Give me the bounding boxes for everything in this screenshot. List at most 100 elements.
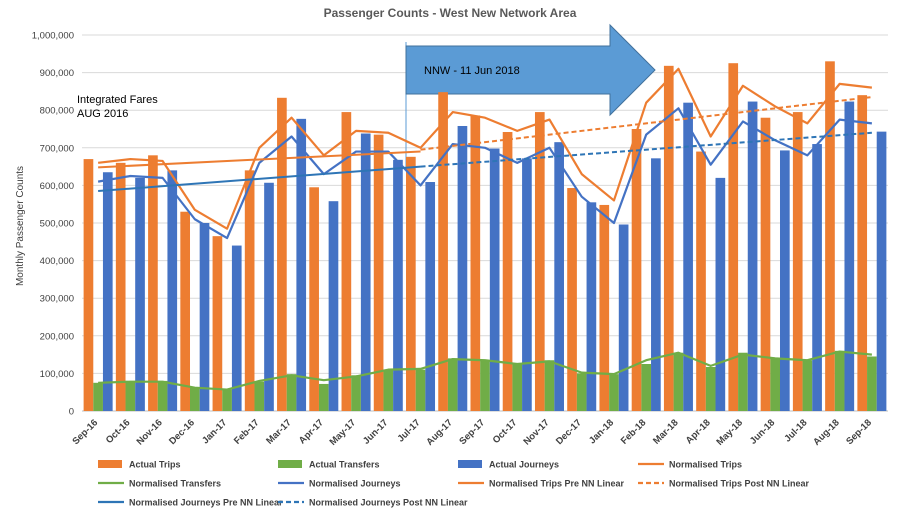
bar-actual-transfers bbox=[834, 350, 845, 411]
x-tick-label: Aug-17 bbox=[424, 417, 455, 448]
legend-label: Normalised Trips Pre NN Linear bbox=[489, 479, 625, 489]
bar-actual-trips bbox=[83, 159, 94, 411]
bar-actual-transfers bbox=[609, 374, 619, 411]
x-tick-label: Nov-17 bbox=[521, 417, 551, 447]
bar-actual-trips bbox=[438, 92, 448, 411]
x-tick-label: Sep-18 bbox=[844, 417, 874, 447]
bar-actual-journeys bbox=[747, 101, 758, 411]
bar-actual-journeys bbox=[844, 101, 855, 411]
bar-actual-trips bbox=[728, 63, 739, 411]
bar-actual-trips bbox=[309, 187, 319, 411]
y-axis-ticks: 0 100,000 200,000 300,000 400,000 500,000 600,… bbox=[32, 31, 74, 418]
bar-actual-trips bbox=[341, 112, 352, 411]
line-normalised-journeys bbox=[97, 107, 873, 240]
y-tick-label: 300,000 bbox=[40, 294, 74, 305]
bar-actual-transfers bbox=[222, 389, 232, 411]
x-tick-label: Aug-18 bbox=[811, 417, 842, 448]
bar-actual-trips bbox=[277, 97, 287, 412]
x-tick-label: May-18 bbox=[714, 417, 745, 448]
bar-actual-transfers bbox=[93, 382, 103, 411]
bar-actual-transfers bbox=[351, 375, 361, 411]
bar-actual-transfers bbox=[480, 360, 490, 411]
x-tick-label: Jan-18 bbox=[587, 417, 616, 446]
bar-actual-transfers bbox=[738, 352, 748, 411]
integrated-fares-text: AUG 2016 bbox=[77, 108, 128, 120]
legend-swatch bbox=[278, 460, 302, 468]
legend-swatch bbox=[458, 460, 482, 468]
x-tick-label: Jun-17 bbox=[361, 417, 390, 446]
bar-actual-transfers bbox=[447, 358, 458, 411]
bar-actual-journeys bbox=[618, 224, 629, 411]
bar-actual-transfers bbox=[673, 352, 684, 411]
bar-actual-transfers bbox=[125, 380, 136, 411]
x-tick-label: Feb-17 bbox=[232, 417, 261, 446]
bar-actual-trips bbox=[470, 115, 481, 412]
bar-actual-transfers bbox=[383, 369, 394, 411]
bar-actual-journeys bbox=[715, 177, 726, 411]
trend-normalised-journeys-pre-nn-linear bbox=[98, 165, 421, 193]
bar-actual-journeys bbox=[102, 172, 113, 411]
bar-actual-trips bbox=[792, 112, 803, 411]
bar-actual-transfers bbox=[770, 358, 780, 411]
legend-label: Normalised Journeys Pre NN Linear bbox=[129, 498, 283, 508]
legend-item: Normalised Journeys Post NN Linear bbox=[278, 498, 468, 508]
bar-actual-journeys bbox=[651, 158, 661, 411]
trend-normalised-journeys-post-nn-linear bbox=[420, 131, 872, 168]
x-tick-label: Jul-17 bbox=[395, 417, 422, 444]
bar-actual-journeys bbox=[683, 102, 693, 412]
x-tick-label: Oct-17 bbox=[491, 417, 520, 446]
bar-actual-journeys bbox=[167, 170, 178, 411]
bar-actual-trips bbox=[373, 134, 384, 411]
y-tick-label: 500,000 bbox=[40, 219, 74, 230]
legend-swatch bbox=[98, 460, 122, 468]
legend-item: Normalised Trips bbox=[638, 460, 742, 470]
lines bbox=[97, 67, 873, 391]
bar-actual-trips bbox=[502, 132, 513, 411]
bar-actual-journeys bbox=[296, 118, 307, 412]
legend-item: Actual Trips bbox=[98, 460, 181, 470]
integrated-fares-annotation: Integrated Fares AUG 2016 bbox=[77, 94, 158, 120]
x-tick-label: Apr-18 bbox=[684, 417, 713, 446]
bar-actual-trips bbox=[663, 65, 674, 411]
trend-normalised-trips-post-nn-linear bbox=[420, 96, 872, 151]
x-tick-label: Sep-17 bbox=[457, 417, 487, 447]
y-tick-label: 600,000 bbox=[40, 181, 74, 192]
bar-actual-transfers bbox=[415, 369, 426, 411]
bar-actual-transfers bbox=[318, 383, 329, 411]
x-tick-label: Sep-16 bbox=[70, 417, 100, 447]
y-tick-label: 900,000 bbox=[40, 68, 74, 79]
bar-actual-trips bbox=[599, 204, 610, 411]
line-normalised-trips bbox=[97, 67, 873, 230]
bar-actual-journeys bbox=[876, 131, 887, 411]
x-tick-label: Mar-18 bbox=[651, 417, 680, 446]
bar-actual-journeys bbox=[489, 148, 500, 411]
bar-actual-journeys bbox=[522, 158, 532, 411]
legend-label: Normalised Trips bbox=[669, 460, 742, 470]
bar-actual-trips bbox=[148, 155, 158, 411]
y-axis-label: Monthly Passenger Counts bbox=[15, 166, 26, 286]
bar-actual-transfers bbox=[190, 387, 200, 411]
legend-label: Normalised Transfers bbox=[129, 479, 221, 489]
bar-actual-trips bbox=[406, 156, 416, 411]
bar-actual-trips bbox=[115, 162, 126, 411]
x-tick-label: Mar-17 bbox=[264, 417, 293, 446]
bar-actual-transfers bbox=[544, 360, 555, 411]
y-tick-label: 800,000 bbox=[40, 106, 74, 117]
x-tick-label: Oct-16 bbox=[104, 417, 133, 446]
legend-label: Actual Transfers bbox=[309, 460, 380, 470]
bar-actual-trips bbox=[180, 211, 191, 411]
bar-actual-trips bbox=[244, 170, 255, 411]
integrated-fares-text: Integrated Fares bbox=[77, 94, 158, 106]
bar-actual-transfers bbox=[705, 367, 716, 411]
bar-actual-transfers bbox=[512, 364, 523, 411]
legend: Actual Trips Actual Transfers Actual Journ… bbox=[98, 460, 810, 508]
x-tick-label: Jul-18 bbox=[782, 417, 809, 444]
trend-normalised-trips-pre-nn-linear bbox=[98, 150, 421, 169]
legend-label: Normalised Journeys bbox=[309, 479, 401, 489]
x-tick-label: Jan-17 bbox=[200, 417, 229, 446]
bar-actual-trips bbox=[857, 95, 868, 411]
bar-actual-journeys bbox=[360, 133, 371, 411]
bar-actual-trips bbox=[825, 61, 835, 411]
legend-label: Normalised Trips Post NN Linear bbox=[669, 479, 810, 489]
